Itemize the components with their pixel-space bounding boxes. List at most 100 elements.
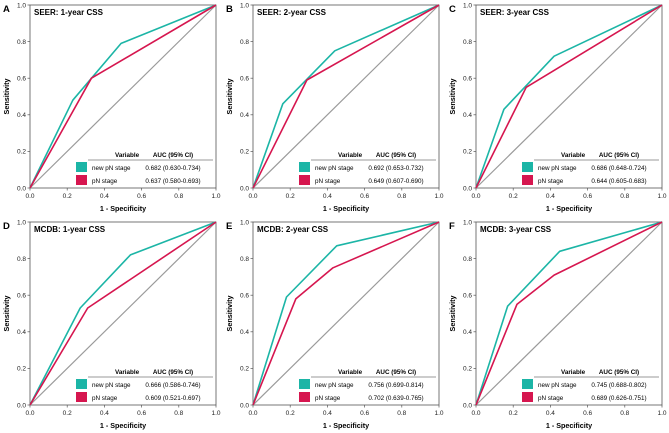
panel-letter: D (3, 221, 10, 232)
x-tick-label: 0.4 (323, 193, 332, 200)
legend-label-pn-stage: pN stage (92, 395, 118, 402)
legend-swatch-new-pn-stage (522, 379, 533, 389)
legend-label-pn-stage: pN stage (315, 395, 341, 402)
x-tick-label: 0.4 (546, 410, 555, 417)
legend-swatch-new-pn-stage (299, 379, 310, 389)
legend-auc-pn-stage: 0.649 (0.607-0.690) (368, 178, 423, 185)
y-axis-label: Sensitivity (448, 79, 457, 115)
y-tick-label: 0.8 (463, 39, 472, 46)
reference-diagonal-line (252, 4, 440, 189)
legend-label-new-pn-stage: new pN stage (538, 165, 577, 172)
y-axis-label: Sensitivity (225, 296, 234, 332)
x-tick-label: 1.0 (211, 193, 220, 200)
legend-swatch-new-pn-stage (76, 162, 87, 172)
y-tick-label: 0.0 (463, 185, 472, 192)
roc-curve-pn-stage (252, 221, 440, 406)
roc-curve-new-pn-stage (29, 221, 217, 406)
legend-table: Variable AUC (95% CI) new pN stage 0.745 (0… (522, 369, 659, 402)
x-tick-label: 0.6 (137, 193, 146, 200)
x-tick-label: 0.0 (471, 410, 480, 417)
legend-header-auc: AUC (95% CI) (376, 369, 416, 376)
y-tick-label: 0.6 (17, 293, 26, 300)
legend-header-auc: AUC (95% CI) (599, 369, 639, 376)
roc-panel-b: B 0.00.0 0.2 0.2 0.4 0.4 0.6 0.6 0.8 0.8 1.0 1.0 SEE… (225, 2, 444, 213)
legend-header-variable: Variable (338, 369, 363, 376)
legend-header-variable: Variable (115, 152, 140, 159)
legend-header-variable: Variable (561, 152, 586, 159)
legend-label-new-pn-stage: new pN stage (538, 382, 577, 389)
roc-panel-f: F 0.00.0 0.2 0.2 0.4 0.4 0.6 0.6 0.8 0.8 1.0 1.0 MCD… (448, 219, 667, 430)
legend-auc-new-pn-stage: 0.692 (0.653-0.732) (368, 165, 423, 172)
y-tick-label: 1.0 (463, 219, 472, 226)
legend-table: Variable AUC (95% CI) new pN stage 0.756 (0… (299, 369, 436, 402)
x-tick-label: 0.2 (286, 410, 295, 417)
reference-diagonal-line (475, 4, 663, 189)
y-tick-label: 1.0 (17, 2, 26, 9)
y-tick-label: 0.8 (240, 256, 249, 263)
chart-title: SEER: 1-year CSS (34, 8, 104, 17)
y-tick-label: 1.0 (240, 219, 249, 226)
x-tick-label: 1.0 (211, 410, 220, 417)
y-axis-label: Sensitivity (225, 79, 234, 115)
legend-label-new-pn-stage: new pN stage (92, 382, 131, 389)
legend-swatch-pn-stage (299, 175, 310, 185)
x-tick-label: 0.8 (174, 193, 183, 200)
x-tick-label: 0.0 (471, 193, 480, 200)
x-tick-label: 0.8 (397, 410, 406, 417)
y-tick-label: 0.0 (240, 402, 249, 409)
y-tick-label: 0.8 (17, 256, 26, 263)
legend-label-pn-stage: pN stage (92, 178, 118, 185)
y-tick-label: 0.0 (463, 402, 472, 409)
y-tick-label: 0.4 (463, 329, 472, 336)
chart-title: SEER: 3-year CSS (480, 8, 550, 17)
roc-curve-new-pn-stage (252, 221, 440, 406)
x-axis-label: 1 - Specificity (100, 204, 146, 213)
legend-header-variable: Variable (115, 369, 140, 376)
y-tick-label: 1.0 (17, 219, 26, 226)
y-tick-label: 0.0 (240, 185, 249, 192)
x-tick-label: 0.2 (63, 410, 72, 417)
legend-auc-pn-stage: 0.689 (0.626-0.751) (591, 395, 646, 402)
panel-letter: E (226, 221, 232, 232)
legend-auc-new-pn-stage: 0.682 (0.630-0.734) (145, 165, 200, 172)
x-axis-label: 1 - Specificity (323, 421, 369, 430)
y-axis-label: Sensitivity (2, 79, 11, 115)
x-tick-label: 0.6 (583, 193, 592, 200)
y-tick-label: 0.6 (463, 76, 472, 83)
x-tick-label: 0.8 (620, 193, 629, 200)
legend-label-new-pn-stage: new pN stage (315, 165, 354, 172)
reference-diagonal-line (252, 221, 440, 406)
legend-swatch-new-pn-stage (76, 379, 87, 389)
x-tick-label: 0.2 (509, 410, 518, 417)
x-tick-label: 0.4 (323, 410, 332, 417)
y-tick-label: 1.0 (463, 2, 472, 9)
x-tick-label: 0.2 (509, 193, 518, 200)
legend-header-auc: AUC (95% CI) (153, 152, 193, 159)
roc-curve-pn-stage (29, 4, 217, 189)
legend-swatch-pn-stage (522, 392, 533, 402)
x-tick-label: 0.0 (25, 193, 34, 200)
y-tick-label: 0.4 (463, 112, 472, 119)
x-tick-label: 0.6 (360, 410, 369, 417)
x-axis-label: 1 - Specificity (323, 204, 369, 213)
panel-letter: B (226, 4, 233, 15)
x-tick-label: 1.0 (657, 410, 666, 417)
chart-title: SEER: 2-year CSS (257, 8, 327, 17)
legend-label-pn-stage: pN stage (538, 178, 564, 185)
roc-panel-c: C 0.00.0 0.2 0.2 0.4 0.4 0.6 0.6 0.8 0.8 1.0 1.0 SEE… (448, 2, 667, 213)
x-tick-label: 1.0 (434, 193, 443, 200)
x-tick-label: 0.6 (360, 193, 369, 200)
legend-table: Variable AUC (95% CI) new pN stage 0.686 (0… (522, 152, 659, 185)
y-tick-label: 0.8 (463, 256, 472, 263)
reference-diagonal-line (29, 221, 217, 406)
legend-swatch-pn-stage (76, 392, 87, 402)
y-tick-label: 0.6 (240, 293, 249, 300)
legend-swatch-new-pn-stage (299, 162, 310, 172)
chart-title: MCDB: 2-year CSS (257, 225, 329, 234)
chart-title: MCDB: 1-year CSS (34, 225, 106, 234)
y-tick-label: 0.4 (240, 329, 249, 336)
x-tick-label: 1.0 (434, 410, 443, 417)
reference-diagonal-line (475, 221, 663, 406)
legend-header-auc: AUC (95% CI) (599, 152, 639, 159)
